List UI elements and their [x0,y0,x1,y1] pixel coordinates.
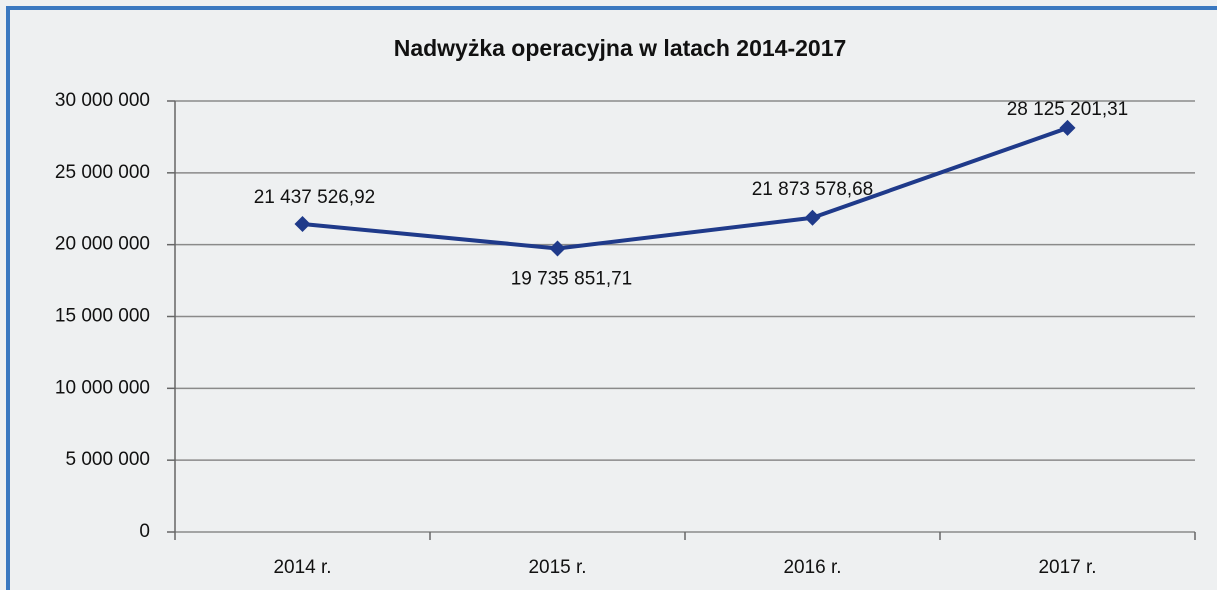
y-tick-label: 10 000 000 [55,377,150,398]
y-tick-label: 30 000 000 [55,90,150,111]
chart-title: Nadwyżka operacyjna w latach 2014-2017 [394,35,847,61]
x-tick-label: 2014 r. [273,557,331,578]
marker [294,216,311,233]
frame [6,6,1217,590]
y-tick-label: 0 [139,521,150,542]
data-label: 21 873 578,68 [752,179,874,200]
x-tick-label: 2016 r. [783,557,841,578]
y-tick-label: 5 000 000 [65,449,150,470]
y-tick-label: 25 000 000 [55,162,150,183]
marker [1059,119,1076,136]
data-label: 28 125 201,31 [1007,99,1129,120]
line [302,126,1069,251]
marker [549,240,566,257]
x-tick-label: 2015 r. [528,557,586,578]
data-label: 21 437 526,92 [254,187,376,208]
data-label: 19 735 851,71 [511,268,633,289]
y-tick-label: 15 000 000 [55,306,150,327]
y-tick-label: 20 000 000 [55,234,150,255]
marker [804,209,821,226]
x-tick-label: 2017 r. [1038,557,1096,578]
